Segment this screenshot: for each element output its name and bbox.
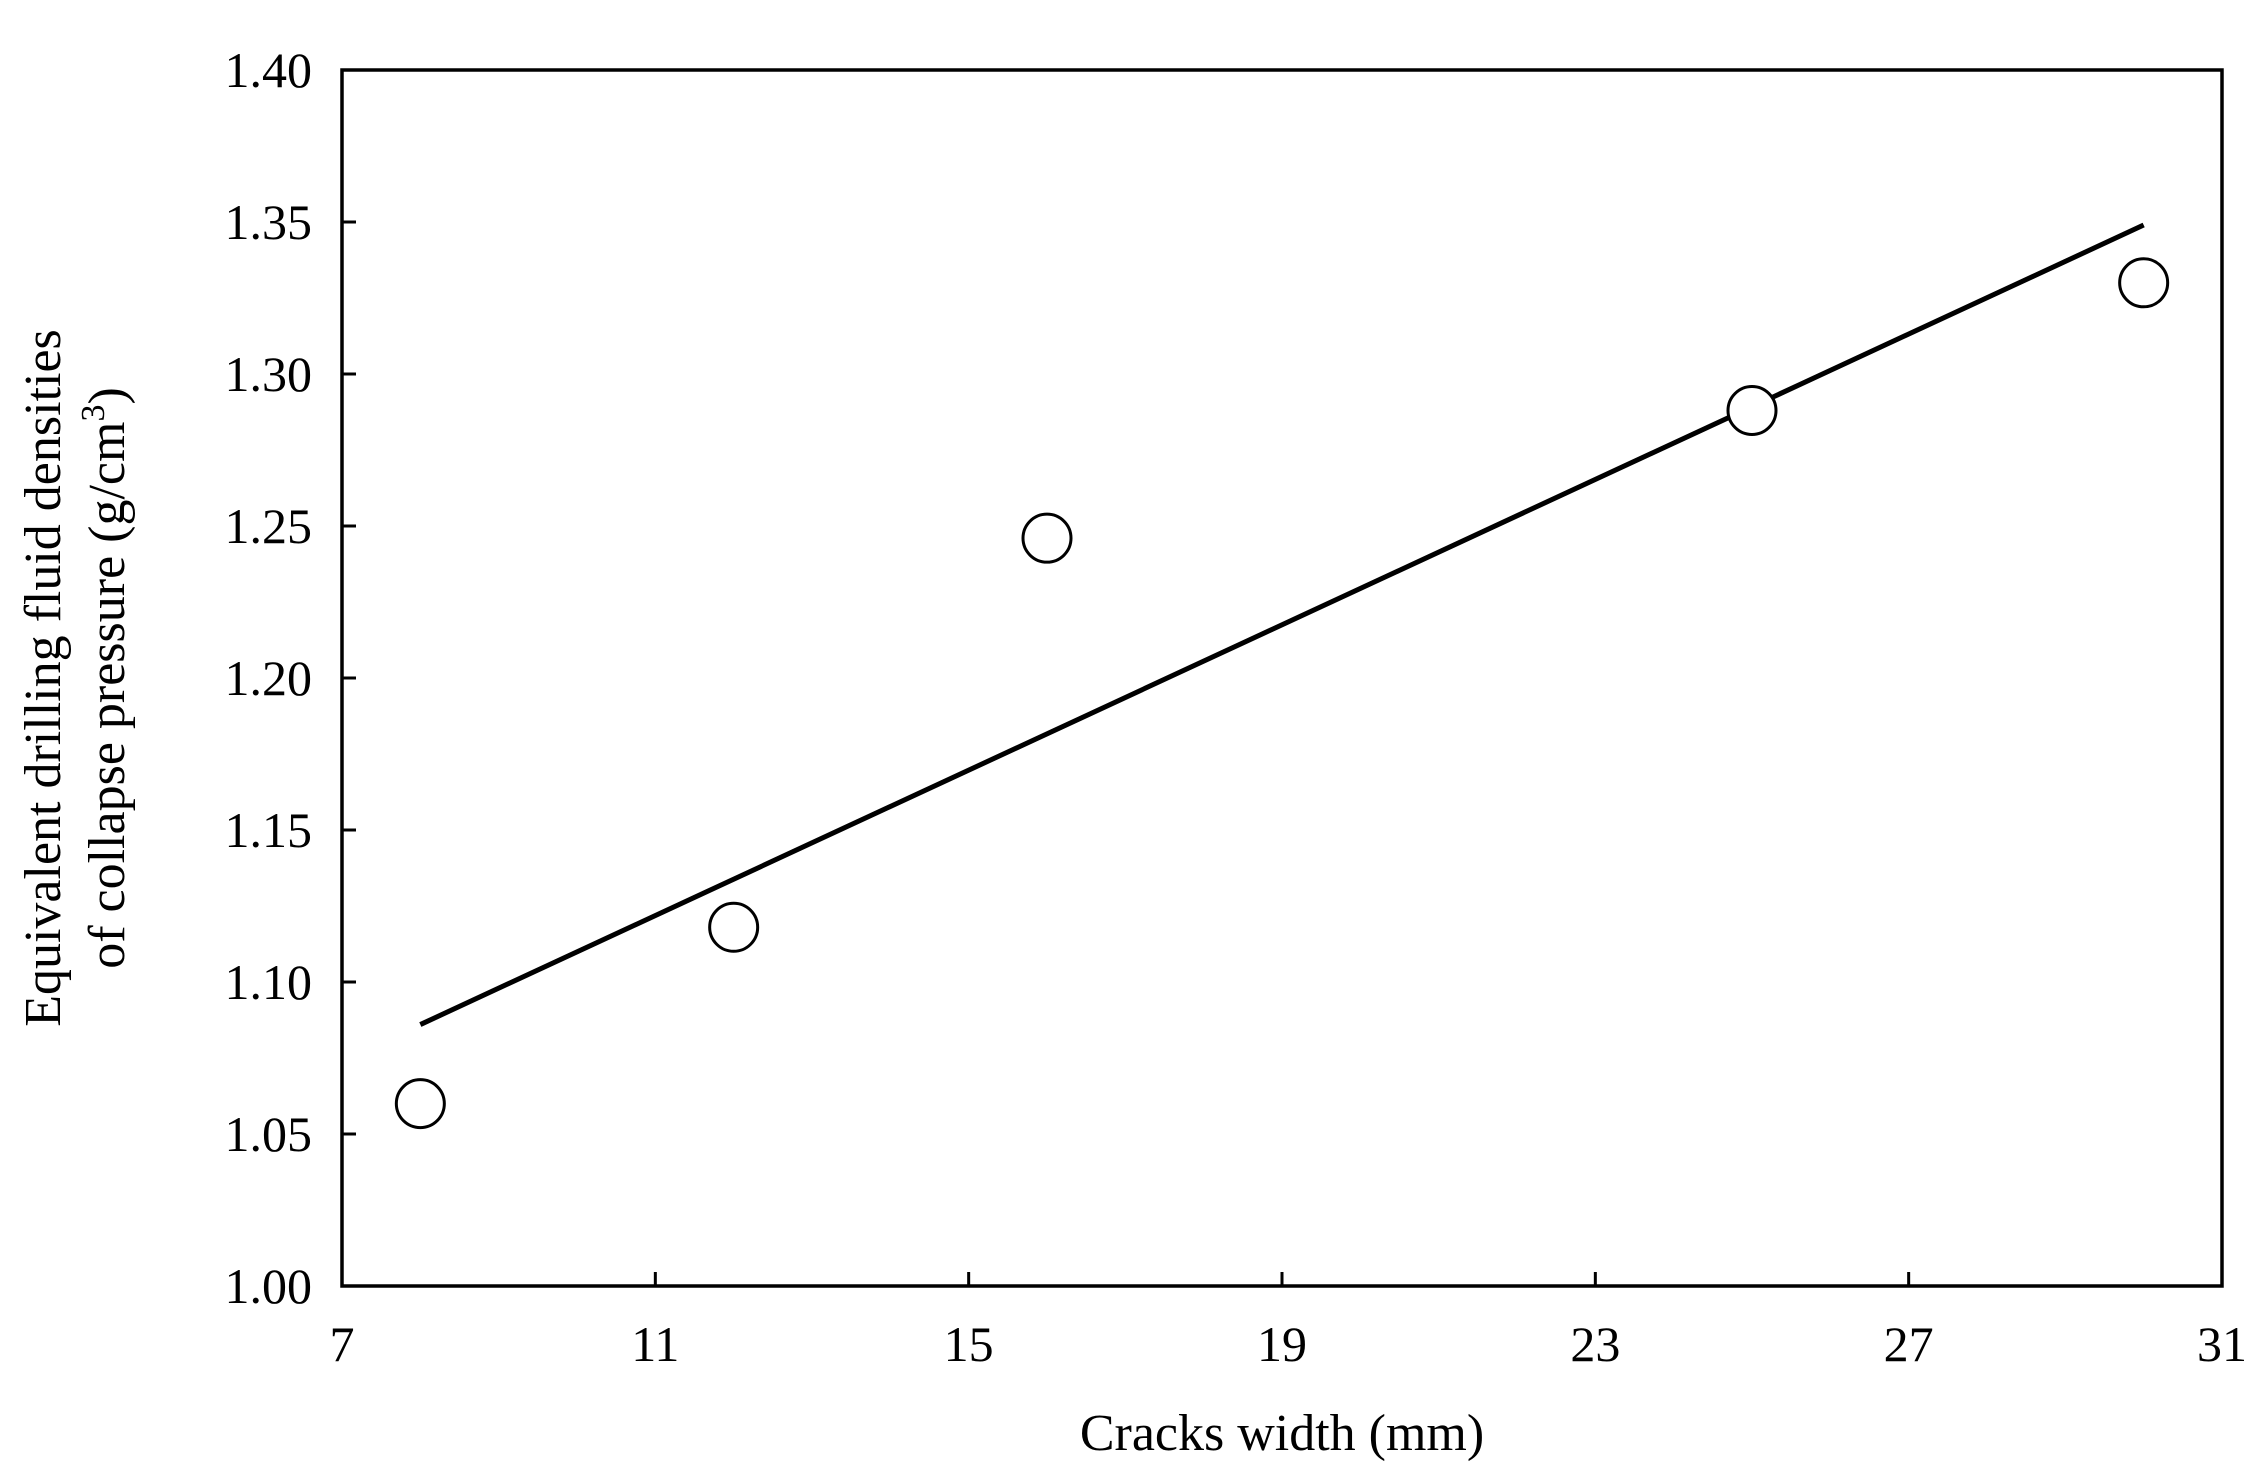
y-tick-label: 1.35 [225, 194, 313, 250]
x-tick-label: 31 [2197, 1316, 2247, 1372]
y-axis-title-line1: Equivalent drilling fluid densities [15, 329, 72, 1027]
y-axis-title-line2: of collapse pressure (g/cm3) [75, 387, 136, 969]
plot-frame [340, 68, 2224, 1288]
y-tick-label: 1.20 [225, 650, 313, 706]
data-point [394, 1078, 446, 1130]
x-tick-label: 15 [944, 1316, 994, 1372]
y-tick-label: 1.00 [225, 1258, 313, 1314]
x-axis-ticks [340, 1272, 2224, 1286]
data-points-layer [394, 257, 2170, 1130]
y-axis-ticks [342, 68, 356, 1288]
x-tick-label: 19 [1257, 1316, 1307, 1372]
y-axis-tick-labels: 1.00 1.05 1.10 1.15 1.20 1.25 1.30 1.35 1.40 [225, 42, 313, 1314]
data-point [2118, 257, 2170, 309]
y-tick-label: 1.30 [225, 346, 313, 402]
y-tick-label: 1.10 [225, 954, 313, 1010]
x-tick-label: 23 [1570, 1316, 1620, 1372]
trendline [419, 222, 2145, 1027]
data-point [708, 901, 760, 953]
y-tick-label: 1.25 [225, 498, 313, 554]
x-tick-label: 11 [631, 1316, 679, 1372]
trendline-layer [419, 222, 2145, 1027]
x-axis-tick-labels: 7 11 15 19 23 27 31 [330, 1316, 2248, 1372]
x-axis-title: Cracks width (mm) [1080, 1405, 1484, 1462]
y-axis-title: Equivalent drilling fluid densities of c… [15, 329, 136, 1027]
data-point [1021, 512, 1073, 564]
y-tick-label: 1.05 [225, 1106, 313, 1162]
x-tick-label: 27 [1884, 1316, 1934, 1372]
y-tick-label: 1.40 [225, 42, 313, 98]
data-point [1726, 384, 1778, 436]
x-tick-label: 7 [330, 1316, 355, 1372]
y-tick-label: 1.15 [225, 802, 313, 858]
